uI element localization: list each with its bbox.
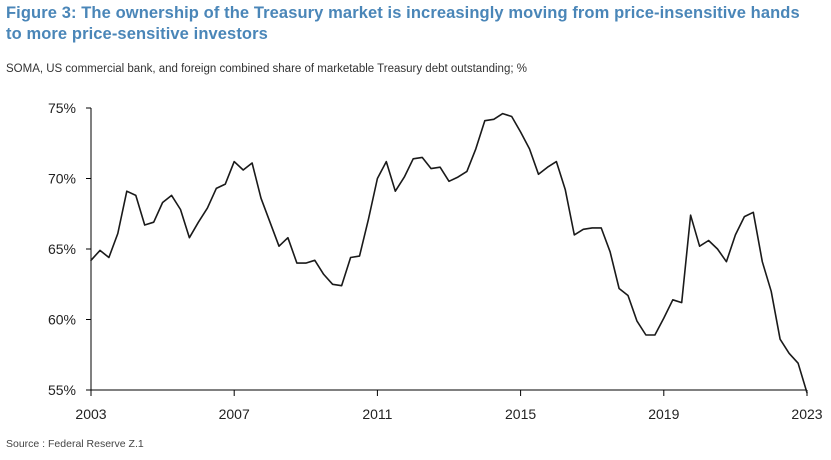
figure-title-line-1: Figure 3: The ownership of the Treasury … <box>6 4 800 22</box>
y-tick-label: 70% <box>48 171 76 187</box>
y-tick-label: 60% <box>48 312 76 328</box>
chart-axes <box>86 107 808 396</box>
chart-subtitle: SOMA, US commercial bank, and foreign co… <box>6 63 527 75</box>
y-tick-label: 75% <box>48 100 76 116</box>
x-tick-label: 2003 <box>75 406 106 422</box>
series-line <box>90 112 808 394</box>
figure-title-line-2: to more price-sensitive investors <box>6 25 268 43</box>
x-tick-label: 2011 <box>362 406 392 422</box>
y-tick-label: 55% <box>48 382 76 398</box>
x-tick-label: 2023 <box>791 406 822 422</box>
source-note: Source : Federal Reserve Z.1 <box>6 438 144 450</box>
figure-title: Figure 3: The ownership of the Treasury … <box>6 3 828 45</box>
x-tick-label: 2007 <box>219 406 250 422</box>
y-tick-label: 65% <box>48 241 76 257</box>
chart-tick-labels: 55% 60% 65% 70% 75% 2003 2007 2011 2015 2019 2023 <box>48 100 823 422</box>
x-tick-label: 2019 <box>648 406 679 422</box>
chart-series <box>90 112 808 394</box>
x-tick-label: 2015 <box>505 406 536 422</box>
